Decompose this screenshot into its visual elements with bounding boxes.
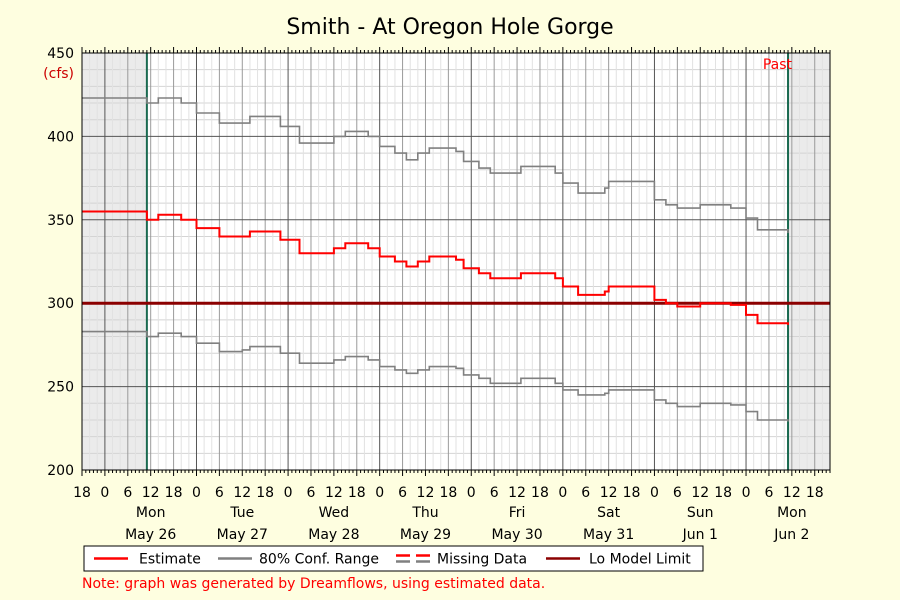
x-hour-tick-label: 0 — [650, 485, 659, 501]
x-day-weekday-label: Mon — [777, 505, 807, 521]
x-hour-tick-label: 6 — [398, 485, 407, 501]
shaded-region-before — [82, 53, 147, 470]
x-hour-tick-label: 18 — [439, 485, 457, 501]
x-hour-tick-label: 18 — [531, 485, 549, 501]
x-day-weekday-label: Fri — [509, 505, 526, 521]
x-hour-tick-label: 0 — [284, 485, 293, 501]
x-hour-tick-label: 6 — [581, 485, 590, 501]
x-day-weekday-label: Sun — [687, 505, 714, 521]
chart-title: Smith - At Oregon Hole Gorge — [286, 15, 613, 40]
past-label: Past — [763, 57, 793, 73]
estimate-series-line — [82, 210, 789, 325]
x-hour-tick-label: 0 — [192, 485, 201, 501]
legend-box — [83, 545, 704, 572]
x-hour-tick-label: 12 — [691, 485, 709, 501]
y-tick-label: 200 — [47, 463, 74, 479]
x-hour-tick-label: 12 — [600, 485, 618, 501]
x-hour-tick-label: 12 — [783, 485, 801, 501]
x-hour-tick-label: 0 — [742, 485, 751, 501]
x-hour-tick-label: 18 — [73, 485, 91, 501]
x-hour-tick-label: 6 — [490, 485, 499, 501]
y-tick-label: 300 — [47, 296, 74, 312]
x-day-date-label: May 30 — [491, 527, 542, 543]
confidence-upper-line — [82, 97, 789, 234]
x-hour-tick-label: 12 — [325, 485, 343, 501]
x-day-date-label: Jun 1 — [682, 527, 718, 543]
x-day-date-label: May 29 — [400, 527, 451, 543]
x-hour-tick-label: 18 — [165, 485, 183, 501]
legend-label: 80% Conf. Range — [259, 552, 379, 568]
x-day-weekday-label: Thu — [411, 505, 438, 521]
x-hour-tick-label: 18 — [256, 485, 274, 501]
x-hour-tick-label: 6 — [673, 485, 682, 501]
x-hour-tick-label: 0 — [100, 485, 109, 501]
x-day-weekday-label: Mon — [136, 505, 166, 521]
x-day-weekday-label: Wed — [319, 505, 350, 521]
x-hour-tick-label: 18 — [806, 485, 824, 501]
x-hour-tick-label: 12 — [233, 485, 251, 501]
x-hour-tick-label: 0 — [375, 485, 384, 501]
x-day-date-label: May 31 — [583, 527, 634, 543]
y-tick-label: 350 — [47, 213, 74, 229]
x-hour-tick-label: 6 — [215, 485, 224, 501]
x-day-date-label: May 28 — [308, 527, 359, 543]
x-hour-tick-label: 6 — [123, 485, 132, 501]
x-day-weekday-label: Sat — [597, 505, 620, 521]
confidence-lower-line — [82, 330, 789, 422]
x-day-date-label: May 27 — [217, 527, 268, 543]
x-hour-tick-label: 6 — [307, 485, 316, 501]
legend: Estimate 80% Conf. Range Missing Data Lo Mo… — [83, 545, 704, 572]
x-hour-tick-label: 18 — [348, 485, 366, 501]
x-hour-tick-label: 6 — [764, 485, 773, 501]
x-hour-tick-label: 18 — [623, 485, 641, 501]
footnote: Note: graph was generated by Dreamflows,… — [82, 576, 545, 592]
y-axis-unit-label: (cfs) — [43, 66, 74, 82]
legend-label: Missing Data — [437, 552, 527, 568]
shaded-region-after — [788, 53, 830, 470]
x-day-date-label: Jun 2 — [773, 527, 809, 543]
y-tick-label: 400 — [47, 129, 74, 145]
legend-label: Lo Model Limit — [589, 552, 691, 568]
legend-label: Estimate — [139, 552, 201, 568]
x-hour-tick-label: 12 — [142, 485, 160, 501]
x-day-weekday-label: Tue — [229, 505, 254, 521]
y-tick-label: 450 — [47, 46, 74, 62]
x-hour-tick-label: 18 — [714, 485, 732, 501]
x-hour-tick-label: 12 — [508, 485, 526, 501]
x-hour-tick-label: 0 — [558, 485, 567, 501]
x-hour-tick-label: 12 — [417, 485, 435, 501]
x-hour-tick-label: 0 — [467, 485, 476, 501]
x-day-date-label: May 26 — [125, 527, 176, 543]
y-tick-label: 250 — [47, 380, 74, 396]
